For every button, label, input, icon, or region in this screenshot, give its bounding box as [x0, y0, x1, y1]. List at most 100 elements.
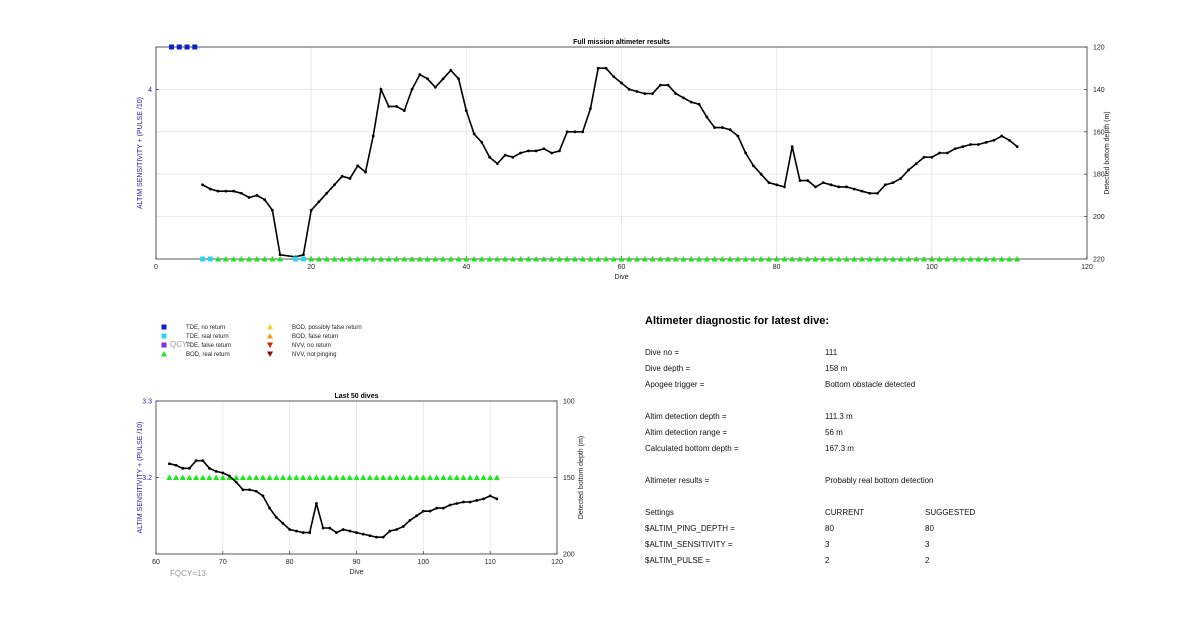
bottom-chart-sensitivity-marker [306, 474, 313, 480]
bottom-chart-depth-point [355, 531, 358, 534]
top-chart-bod-real-return-marker [944, 256, 951, 262]
bottom-chart-sensitivity-marker [293, 474, 300, 480]
top-chart-bod-real-return-marker [610, 256, 617, 262]
bottom-chart-x-tick-label: 80 [286, 559, 294, 566]
bottom-chart-sensitivity-marker [487, 474, 494, 480]
diag-label-dive-no: Dive no = [645, 348, 680, 357]
top-chart-bod-real-return-marker [269, 256, 276, 262]
bottom-chart-sensitivity-marker [326, 474, 333, 480]
top-chart-depth-point [682, 96, 685, 100]
diag-value-dive-no: 111 [825, 348, 838, 357]
top-chart-bod-real-return-marker [859, 256, 866, 262]
setting-label-sensitivity: $ALTIM_SENSITIVITY = [645, 540, 733, 549]
top-chart-bod-real-return-marker [517, 256, 524, 262]
top-chart-depth-point [239, 191, 243, 195]
top-chart-depth-point [821, 181, 825, 185]
bottom-chart-depth-point [301, 531, 305, 534]
top-chart-depth-point [814, 185, 817, 189]
top-chart-depth-point [596, 66, 600, 70]
bottom-chart-sensitivity-marker [273, 474, 280, 480]
top-chart-bod-real-return-marker [789, 256, 796, 262]
top-chart-depth-point [581, 130, 585, 134]
top-chart-bod-real-return-marker [246, 256, 253, 262]
bottom-chart-left-axis-label: ALTIM SENSITIVITY + (PULSE /10) [137, 422, 144, 534]
bottom-chart-x-tick-label: 120 [551, 559, 563, 566]
top-chart-depth-point [643, 92, 647, 96]
bottom-chart-sensitivity-marker [393, 474, 400, 480]
top-chart-depth-point [558, 149, 561, 153]
top-chart-depth-point [317, 200, 321, 204]
diag-label-calc-depth: Calculated bottom depth = [645, 444, 739, 453]
bottom-chart-sensitivity-marker [473, 474, 480, 480]
bottom-chart-depth-point [221, 471, 225, 475]
top-chart-depth-point [247, 196, 251, 199]
top-chart-depth-point [907, 168, 910, 172]
fqcy-label: FQCY=13 [170, 569, 206, 578]
top-chart-bod-real-return-marker [618, 256, 625, 262]
bottom-chart-sensitivity-marker [440, 474, 447, 480]
top-chart-bod-real-return-marker [525, 256, 532, 262]
top-chart-bod-real-return-marker [688, 256, 695, 262]
top-chart-bod-real-return-marker [657, 256, 664, 262]
bottom-chart-sensitivity-marker [420, 474, 427, 480]
fqcy-overlap-label: QCY= [170, 340, 193, 349]
top-chart-depth-point [620, 81, 623, 85]
legend-nvv-no-return-label: NVV, no return [292, 343, 331, 349]
top-chart-depth-point [845, 185, 848, 189]
top-chart-depth-point [744, 151, 748, 155]
legend-bod-possibly-false-return-label: BOD, possibly false return [292, 325, 362, 331]
top-chart-x-tick-label: 0 [154, 264, 158, 271]
top-chart-bod-real-return-marker [742, 256, 749, 262]
bottom-chart-depth-point [435, 506, 439, 510]
legend-tde-real-return-label: TDE, real return [186, 334, 229, 340]
top-chart-bod-real-return-marker [315, 256, 322, 262]
top-chart-bod-real-return-marker [626, 256, 633, 262]
top-chart-bod-real-return-marker [827, 256, 834, 262]
legend-nvv-no-return-marker [267, 342, 273, 348]
legend-nvv-not-pinging-marker [267, 351, 273, 357]
top-chart-depth-point [511, 155, 515, 159]
top-chart-bod-real-return-marker [416, 256, 423, 262]
top-chart-bod-real-return-marker [796, 256, 803, 262]
bottom-chart-right-tick-label: 200 [563, 552, 575, 559]
top-chart-bod-real-return-marker [727, 256, 734, 262]
top-chart-depth-point [433, 85, 437, 89]
top-chart-bod-real-return-marker [781, 256, 788, 262]
top-chart-right-axis-label: Detected bottom depth (m) [1104, 111, 1111, 194]
top-chart-depth-point [356, 164, 360, 168]
bottom-chart-depth-point [321, 526, 325, 530]
bottom-chart-sensitivity-marker [213, 474, 220, 480]
bottom-chart-depth-point [341, 528, 345, 531]
bottom-chart-right-axis-label: Detected bottom depth (m) [578, 436, 585, 519]
legend-tde-no-return-marker [161, 324, 167, 330]
top-chart-bod-real-return-marker [874, 256, 881, 262]
bottom-chart-sensitivity-marker [186, 474, 193, 480]
top-chart-depth-point [674, 92, 678, 96]
top-chart-bod-real-return-marker [703, 256, 710, 262]
bottom-chart-depth-point [294, 529, 298, 533]
top-chart-depth-line [202, 67, 1018, 258]
bottom-chart-sensitivity-marker [193, 474, 200, 480]
bottom-chart-right-tick-label: 100 [563, 399, 575, 406]
bottom-chart-depth-point [415, 514, 419, 518]
top-chart-depth-point [899, 177, 903, 180]
top-chart-depth-point [713, 126, 716, 129]
top-chart-depth-point [224, 189, 228, 193]
top-chart-bod-real-return-marker [711, 256, 718, 262]
diag-value-detection-depth: 111.3 m [825, 412, 853, 421]
top-chart-bod-real-return-marker [820, 256, 827, 262]
top-chart-x-tick-label: 100 [926, 264, 938, 271]
top-chart-bod-real-return-marker [509, 256, 516, 262]
top-chart-depth-point [348, 177, 352, 180]
top-chart-depth-point [1015, 145, 1019, 149]
diag-label-detection-range: Altim detection range = [645, 428, 728, 437]
bottom-chart-x-tick-label: 60 [152, 559, 160, 566]
bottom-chart-depth-point [328, 526, 332, 530]
bottom-chart-sensitivity-marker [373, 474, 380, 480]
bottom-chart-depth-point [167, 462, 171, 466]
top-chart-depth-point [302, 253, 305, 257]
top-chart-bod-real-return-marker [253, 256, 260, 262]
top-chart-depth-point [798, 179, 802, 182]
setting-suggested-sensitivity: 3 [925, 540, 930, 549]
bottom-chart-depth-point [421, 509, 425, 513]
